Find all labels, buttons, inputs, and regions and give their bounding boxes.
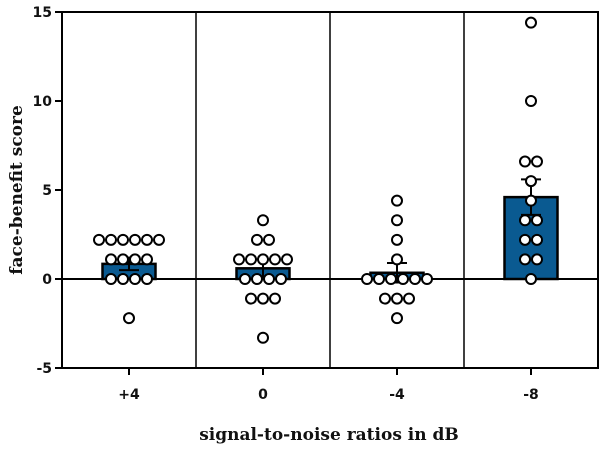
data-point: [275, 273, 287, 285]
data-point: [391, 233, 403, 246]
data-point: [525, 16, 537, 29]
data-point: [129, 273, 141, 285]
data-point: [263, 233, 275, 246]
data-point: [141, 273, 153, 285]
data-point: [531, 253, 543, 266]
data-point: [251, 233, 263, 246]
data-point: [233, 253, 245, 266]
data-point: [263, 273, 275, 285]
data-point: [391, 253, 403, 266]
data-point: [519, 155, 531, 168]
data-point: [385, 273, 397, 285]
data-point: [239, 273, 251, 285]
data-point: [141, 233, 153, 246]
data-point: [409, 273, 421, 285]
x-axis-title: signal-to-noise ratios in dB: [199, 425, 459, 445]
y-tick-label: 10: [33, 94, 53, 110]
data-point: [525, 273, 537, 285]
data-point: [519, 253, 531, 266]
x-tick-label: 0: [258, 387, 268, 403]
data-point: [531, 214, 543, 227]
y-axis-ticks: -5 0 5 10 15: [33, 5, 62, 377]
data-point: [373, 273, 385, 285]
data-point: [257, 214, 269, 227]
y-tick-label: 15: [33, 5, 52, 21]
data-point: [525, 194, 537, 207]
data-point: [397, 273, 409, 285]
y-tick-label: 0: [42, 272, 52, 288]
x-tick-label: -8: [523, 387, 539, 403]
data-point: [531, 233, 543, 246]
data-point: [525, 175, 537, 188]
data-point: [525, 95, 537, 107]
data-point: [141, 253, 153, 266]
data-point: [117, 273, 129, 285]
data-point: [117, 253, 129, 266]
data-point: [245, 292, 257, 305]
data-point: [269, 253, 281, 266]
x-tick-label: -4: [389, 387, 405, 403]
data-point: [105, 273, 117, 285]
data-point: [421, 273, 433, 285]
data-point: [129, 233, 141, 246]
data-point: [129, 253, 141, 266]
data-point: [117, 233, 129, 246]
data-point: [245, 253, 257, 266]
category-dividers: [195, 12, 465, 368]
y-tick-label: 5: [42, 183, 52, 199]
data-point: [105, 233, 117, 246]
data-point: [519, 233, 531, 246]
data-point: [391, 194, 403, 207]
data-point: [531, 155, 543, 168]
data-point: [391, 292, 403, 305]
data-point: [153, 233, 165, 246]
data-point: [379, 292, 391, 305]
data-point: [93, 233, 105, 246]
x-axis-ticks: +4 0 -4 -8: [118, 368, 539, 403]
data-point: [281, 253, 293, 266]
data-point: [251, 273, 263, 285]
data-point: [361, 273, 373, 285]
data-point: [257, 292, 269, 305]
data-point: [403, 292, 415, 305]
data-point: [391, 214, 403, 227]
data-point: [105, 253, 117, 266]
data-point: [257, 331, 269, 344]
data-point: [519, 214, 531, 227]
y-tick-label: -5: [36, 361, 52, 377]
data-point: [269, 292, 281, 305]
y-axis-title: face-benefit score: [7, 105, 27, 275]
data-point: [257, 253, 269, 266]
data-point: [391, 312, 403, 325]
data-point: [123, 312, 135, 325]
data-points: [93, 16, 543, 344]
x-tick-label: +4: [118, 387, 140, 403]
